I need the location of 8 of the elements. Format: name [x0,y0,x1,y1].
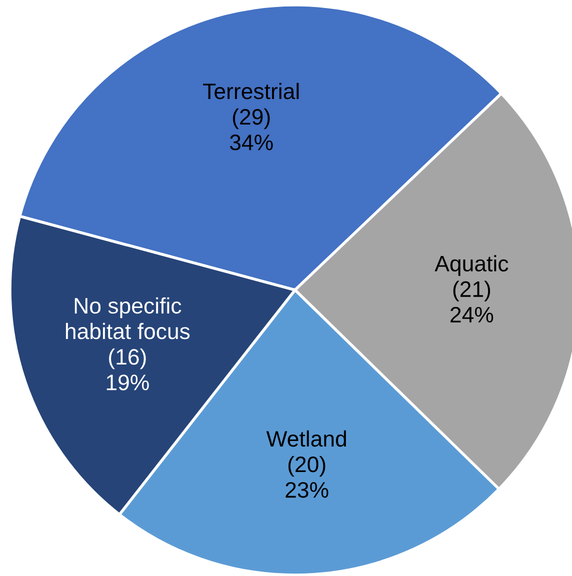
data-label: (21) 24% [450,280,494,322]
slice-label: Terrestrial [203,82,299,100]
data-label: (29) 34% [230,108,273,150]
slice-label: Wetland [266,430,346,447]
slice-label: Aquatic [434,255,508,276]
data-label: (16) 19% [106,348,149,390]
data-label: (20) 23% [286,456,328,498]
slice-label: No specific habitat focus [66,297,190,340]
